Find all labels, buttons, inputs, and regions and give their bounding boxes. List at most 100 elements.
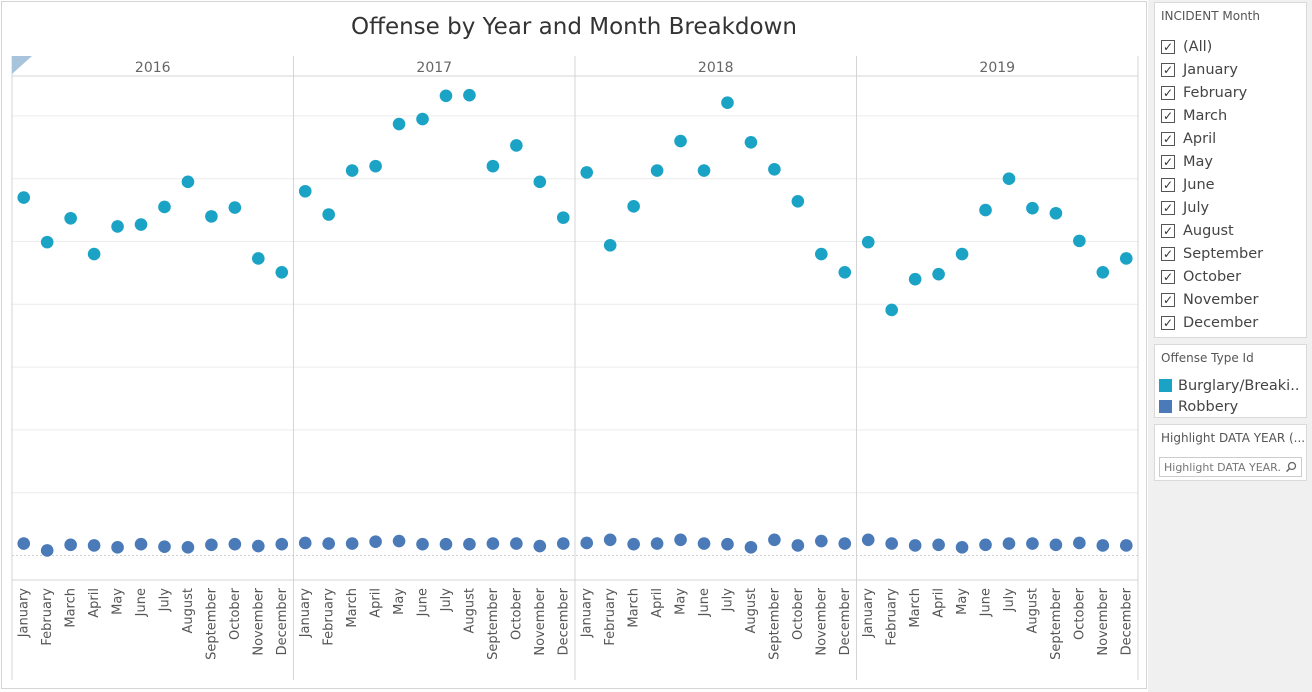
robbery-point[interactable] <box>815 534 828 548</box>
burglary-point[interactable] <box>17 191 31 204</box>
robbery-point[interactable] <box>369 535 382 548</box>
burglary-point[interactable] <box>815 247 828 261</box>
robbery-point[interactable] <box>205 538 218 552</box>
checkbox-icon[interactable]: ✓ <box>1161 315 1175 330</box>
robbery-point[interactable] <box>1096 539 1110 552</box>
burglary-point[interactable] <box>674 134 687 148</box>
burglary-point[interactable] <box>463 88 476 102</box>
filter-item-november[interactable]: ✓ November <box>1155 288 1306 311</box>
burglary-point[interactable] <box>1002 172 1016 185</box>
filter-item-may[interactable]: ✓ May <box>1155 150 1306 173</box>
data-marks[interactable] <box>17 88 1133 557</box>
burglary-point[interactable] <box>40 235 54 249</box>
robbery-point[interactable] <box>650 537 664 550</box>
filter-item-february[interactable]: ✓ February <box>1155 81 1306 104</box>
burglary-point[interactable] <box>158 200 171 214</box>
robbery-point[interactable] <box>228 537 242 551</box>
burglary-point[interactable] <box>932 267 945 281</box>
filter-item-july[interactable]: ✓ July <box>1155 196 1306 219</box>
burglary-point[interactable] <box>838 265 852 279</box>
robbery-point[interactable] <box>1002 537 1016 550</box>
robbery-point[interactable] <box>721 537 734 551</box>
checkbox-icon[interactable]: ✓ <box>1161 154 1175 169</box>
robbery-point[interactable] <box>697 537 711 550</box>
robbery-point[interactable] <box>1049 538 1063 552</box>
filter-item-all[interactable]: ✓ (All) <box>1155 35 1306 58</box>
burglary-point[interactable] <box>111 220 124 233</box>
robbery-point[interactable] <box>345 537 359 550</box>
burglary-point[interactable] <box>861 235 875 249</box>
robbery-point[interactable] <box>1119 539 1133 552</box>
burglary-point[interactable] <box>205 210 218 223</box>
burglary-point[interactable] <box>345 164 359 177</box>
robbery-point[interactable] <box>556 537 570 550</box>
burglary-point[interactable] <box>392 117 406 131</box>
burglary-point[interactable] <box>580 166 594 179</box>
robbery-point[interactable] <box>322 537 335 550</box>
search-icon[interactable] <box>1284 460 1298 474</box>
robbery-point[interactable] <box>1073 536 1086 550</box>
filter-item-october[interactable]: ✓ October <box>1155 265 1306 288</box>
robbery-point[interactable] <box>392 534 406 548</box>
checkbox-icon[interactable]: ✓ <box>1161 62 1175 77</box>
robbery-point[interactable] <box>439 537 453 551</box>
checkbox-icon[interactable]: ✓ <box>1161 108 1175 123</box>
robbery-point[interactable] <box>674 533 687 547</box>
burglary-point[interactable] <box>1073 234 1086 248</box>
robbery-point[interactable] <box>87 539 101 552</box>
burglary-point[interactable] <box>556 211 570 224</box>
robbery-point[interactable] <box>275 537 289 551</box>
robbery-point[interactable] <box>416 537 429 551</box>
robbery-point[interactable] <box>1026 537 1039 550</box>
robbery-point[interactable] <box>627 537 640 551</box>
robbery-point[interactable] <box>955 541 969 554</box>
burglary-point[interactable] <box>252 252 265 265</box>
filter-item-january[interactable]: ✓ January <box>1155 58 1306 81</box>
highlight-search-input[interactable] <box>1164 459 1282 475</box>
robbery-point[interactable] <box>979 538 992 552</box>
filter-item-march[interactable]: ✓ March <box>1155 104 1306 127</box>
robbery-point[interactable] <box>40 544 54 557</box>
checkbox-icon[interactable]: ✓ <box>1161 292 1175 307</box>
robbery-point[interactable] <box>768 533 781 547</box>
checkbox-icon[interactable]: ✓ <box>1161 177 1175 192</box>
robbery-point[interactable] <box>64 538 77 552</box>
burglary-point[interactable] <box>64 211 77 225</box>
robbery-point[interactable] <box>486 537 500 550</box>
burglary-point[interactable] <box>533 175 547 189</box>
burglary-point[interactable] <box>510 139 523 152</box>
burglary-point[interactable] <box>1096 265 1110 279</box>
robbery-point[interactable] <box>791 539 805 552</box>
burglary-point[interactable] <box>87 247 101 261</box>
burglary-point[interactable] <box>228 201 242 214</box>
filter-item-april[interactable]: ✓ April <box>1155 127 1306 150</box>
burglary-point[interactable] <box>275 265 289 279</box>
robbery-point[interactable] <box>744 541 758 554</box>
burglary-point[interactable] <box>791 195 805 208</box>
burglary-point[interactable] <box>1119 252 1133 265</box>
legend-item-burglary-breaki[interactable]: Burglary/Breaki.. <box>1155 375 1306 396</box>
legend-item-robbery[interactable]: Robbery <box>1155 396 1306 417</box>
burglary-point[interactable] <box>134 218 148 231</box>
checkbox-icon[interactable]: ✓ <box>1161 39 1175 54</box>
robbery-point[interactable] <box>181 541 195 554</box>
burglary-point[interactable] <box>885 303 898 317</box>
filter-item-december[interactable]: ✓ December <box>1155 311 1306 334</box>
filter-item-august[interactable]: ✓ August <box>1155 219 1306 242</box>
burglary-point[interactable] <box>908 272 922 286</box>
robbery-point[interactable] <box>861 533 875 547</box>
burglary-point[interactable] <box>603 238 617 252</box>
checkbox-icon[interactable]: ✓ <box>1161 131 1175 146</box>
burglary-point[interactable] <box>181 175 195 189</box>
checkbox-icon[interactable]: ✓ <box>1161 269 1175 284</box>
robbery-point[interactable] <box>908 539 922 552</box>
robbery-point[interactable] <box>932 538 945 552</box>
burglary-point[interactable] <box>768 162 781 176</box>
checkbox-icon[interactable]: ✓ <box>1161 223 1175 238</box>
robbery-point[interactable] <box>463 537 476 551</box>
highlight-search-box[interactable] <box>1159 457 1302 477</box>
burglary-point[interactable] <box>486 159 500 173</box>
robbery-point[interactable] <box>580 536 594 550</box>
robbery-point[interactable] <box>838 537 852 550</box>
burglary-point[interactable] <box>1049 206 1063 220</box>
